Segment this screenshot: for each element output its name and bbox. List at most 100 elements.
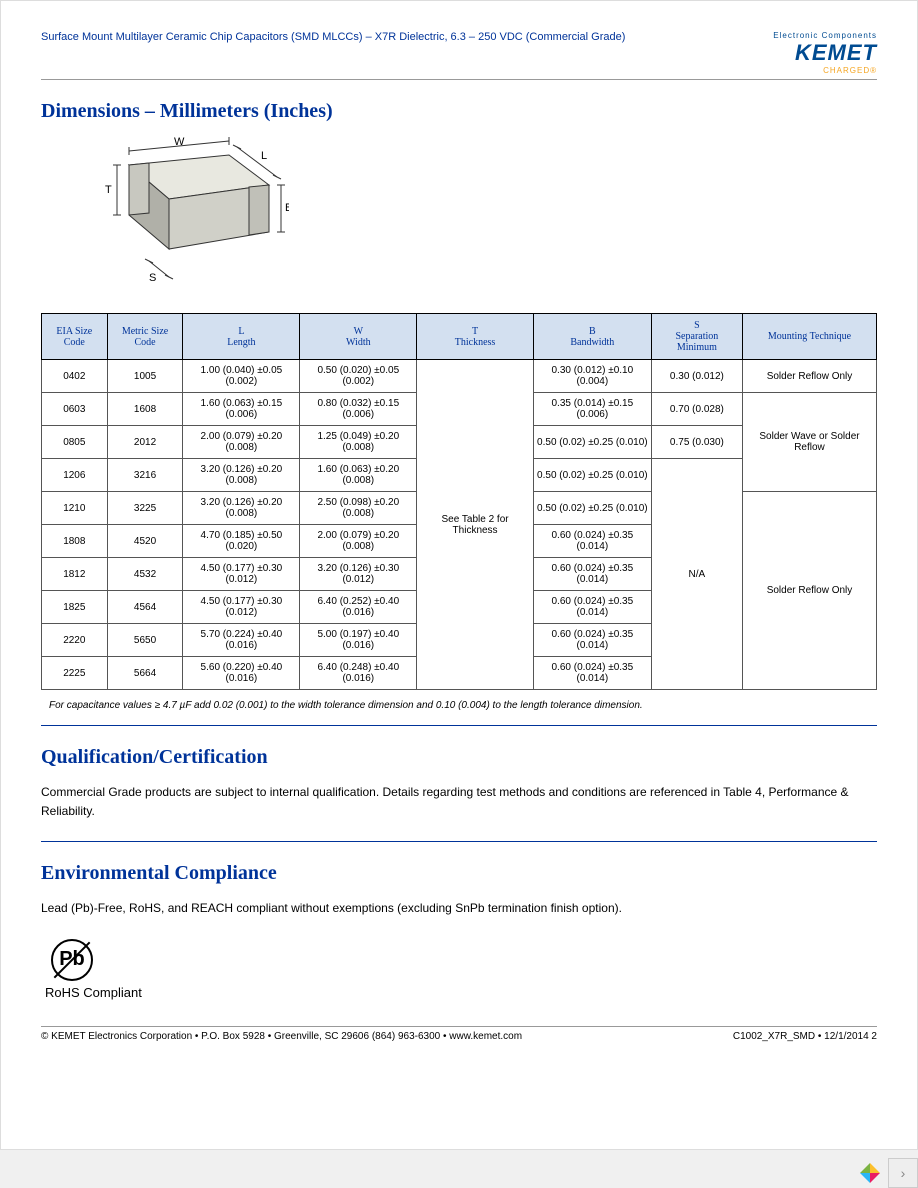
col-eia: EIA Size Code: [42, 314, 108, 360]
svg-text:S: S: [149, 272, 156, 284]
cell: N/A: [651, 459, 742, 690]
table-row: 0402 1005 1.00 (0.040) ±0.05 (0.002) 0.5…: [42, 360, 877, 393]
cell: 4.50 (0.177) ±0.30 (0.012): [183, 558, 300, 591]
viewer-nav: ›: [856, 1158, 918, 1188]
cell: 4.70 (0.185) ±0.50 (0.020): [183, 525, 300, 558]
svg-text:L: L: [261, 150, 267, 162]
cell: 5664: [107, 657, 183, 690]
col-mounting: Mounting Technique: [742, 314, 876, 360]
cell: 0.60 (0.024) ±0.35 (0.014): [533, 657, 651, 690]
svg-text:T: T: [105, 184, 112, 196]
cell: 0.50 (0.02) ±0.25 (0.010): [533, 426, 651, 459]
col-length: L Length: [183, 314, 300, 360]
datasheet-page: Surface Mount Multilayer Ceramic Chip Ca…: [0, 0, 918, 1150]
col-bandwidth: B Bandwidth: [533, 314, 651, 360]
cell: 1.00 (0.040) ±0.05 (0.002): [183, 360, 300, 393]
cell: Solder Reflow Only: [742, 492, 876, 690]
col-metric: Metric Size Code: [107, 314, 183, 360]
cell: 0.30 (0.012) ±0.10 (0.004): [533, 360, 651, 393]
footer-left: © KEMET Electronics Corporation • P.O. B…: [41, 1031, 522, 1042]
cell: 0.70 (0.028): [651, 393, 742, 426]
cell: 4.50 (0.177) ±0.30 (0.012): [183, 591, 300, 624]
divider: [41, 725, 877, 726]
cell: 2012: [107, 426, 183, 459]
cell: 2.00 (0.079) ±0.20 (0.008): [183, 426, 300, 459]
cell: 1825: [42, 591, 108, 624]
svg-text:B: B: [285, 202, 289, 214]
cell: 0.60 (0.024) ±0.35 (0.014): [533, 624, 651, 657]
col-width: W Width: [300, 314, 417, 360]
cell: 1608: [107, 393, 183, 426]
cell: 2.50 (0.098) ±0.20 (0.008): [300, 492, 417, 525]
table-body: 0402 1005 1.00 (0.040) ±0.05 (0.002) 0.5…: [42, 360, 877, 690]
cell: 0.50 (0.02) ±0.25 (0.010): [533, 492, 651, 525]
cell: Solder Reflow Only: [742, 360, 876, 393]
logo-text: KEMET: [773, 40, 877, 66]
next-page-button[interactable]: ›: [888, 1158, 918, 1188]
divider: [41, 841, 877, 842]
col-separation: S Separation Minimum: [651, 314, 742, 360]
dimensions-table: EIA Size Code Metric Size Code L Length …: [41, 313, 877, 690]
cell: 0.60 (0.024) ±0.35 (0.014): [533, 591, 651, 624]
cell: 1.25 (0.049) ±0.20 (0.008): [300, 426, 417, 459]
table-footnote: For capacitance values ≥ 4.7 µF add 0.02…: [49, 700, 877, 711]
qualification-text: Commercial Grade products are subject to…: [41, 783, 877, 821]
cell: 0.80 (0.032) ±0.15 (0.006): [300, 393, 417, 426]
cell: 1812: [42, 558, 108, 591]
cell: 1210: [42, 492, 108, 525]
page-header: Surface Mount Multilayer Ceramic Chip Ca…: [41, 31, 877, 80]
logo-tagline-bottom: CHARGED®: [773, 66, 877, 75]
viewer-logo-icon: [856, 1159, 884, 1187]
cell: 2225: [42, 657, 108, 690]
header-title: Surface Mount Multilayer Ceramic Chip Ca…: [41, 31, 625, 43]
cell: 0805: [42, 426, 108, 459]
cell: 0603: [42, 393, 108, 426]
cell: 0402: [42, 360, 108, 393]
dimensions-heading: Dimensions – Millimeters (Inches): [41, 100, 877, 123]
rohs-label: RoHS Compliant: [45, 985, 877, 1000]
cell-thickness-note: See Table 2 for Thickness: [417, 360, 534, 690]
cell: 5.70 (0.224) ±0.40 (0.016): [183, 624, 300, 657]
cell: 1206: [42, 459, 108, 492]
cell: 0.75 (0.030): [651, 426, 742, 459]
environmental-text: Lead (Pb)-Free, RoHS, and REACH complian…: [41, 899, 877, 918]
cell: 3.20 (0.126) ±0.30 (0.012): [300, 558, 417, 591]
table-header: EIA Size Code Metric Size Code L Length …: [42, 314, 877, 360]
cell: 3216: [107, 459, 183, 492]
cell: 5650: [107, 624, 183, 657]
cell: 5.60 (0.220) ±0.40 (0.016): [183, 657, 300, 690]
capacitor-3d-icon: W L B T S: [59, 137, 289, 292]
cell: 6.40 (0.248) ±0.40 (0.016): [300, 657, 417, 690]
cell: 0.50 (0.020) ±0.05 (0.002): [300, 360, 417, 393]
cell: 3225: [107, 492, 183, 525]
cell: 1.60 (0.063) ±0.20 (0.008): [300, 459, 417, 492]
cell: 0.50 (0.02) ±0.25 (0.010): [533, 459, 651, 492]
cell: 4564: [107, 591, 183, 624]
footer-right: C1002_X7R_SMD • 12/1/2014 2: [733, 1031, 877, 1042]
cell: 5.00 (0.197) ±0.40 (0.016): [300, 624, 417, 657]
cell: 1.60 (0.063) ±0.15 (0.006): [183, 393, 300, 426]
page-footer: © KEMET Electronics Corporation • P.O. B…: [41, 1026, 877, 1042]
chip-diagram: W L B T S: [59, 137, 877, 297]
cell: 0.60 (0.024) ±0.35 (0.014): [533, 558, 651, 591]
cell: 4532: [107, 558, 183, 591]
cell: Solder Wave or Solder Reflow: [742, 393, 876, 492]
svg-text:W: W: [174, 137, 185, 148]
pb-free-icon: Pb: [51, 939, 93, 981]
cell: 0.30 (0.012): [651, 360, 742, 393]
cell: 3.20 (0.126) ±0.20 (0.008): [183, 492, 300, 525]
environmental-heading: Environmental Compliance: [41, 862, 877, 885]
kemet-logo: Electronic Components KEMET CHARGED®: [773, 31, 877, 75]
rohs-badge: Pb RoHS Compliant: [45, 939, 877, 1000]
qualification-heading: Qualification/Certification: [41, 746, 877, 769]
cell: 1808: [42, 525, 108, 558]
col-thickness: T Thickness: [417, 314, 534, 360]
cell: 2.00 (0.079) ±0.20 (0.008): [300, 525, 417, 558]
cell: 0.60 (0.024) ±0.35 (0.014): [533, 525, 651, 558]
cell: 1005: [107, 360, 183, 393]
cell: 4520: [107, 525, 183, 558]
logo-tagline-top: Electronic Components: [773, 31, 877, 40]
cell: 0.35 (0.014) ±0.15 (0.006): [533, 393, 651, 426]
cell: 6.40 (0.252) ±0.40 (0.016): [300, 591, 417, 624]
cell: 3.20 (0.126) ±0.20 (0.008): [183, 459, 300, 492]
